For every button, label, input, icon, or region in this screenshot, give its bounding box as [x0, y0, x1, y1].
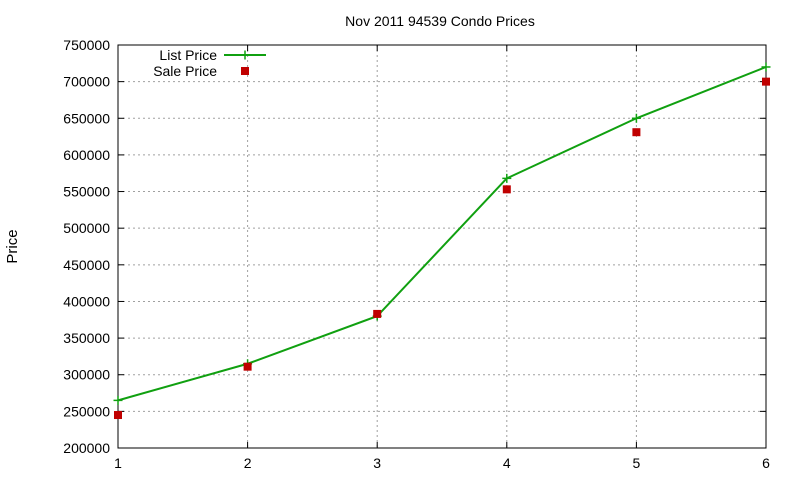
- data-point: [632, 128, 641, 137]
- legend-label: List Price: [159, 47, 217, 63]
- x-tick-label: 2: [244, 455, 252, 471]
- x-tick-label: 3: [373, 455, 381, 471]
- data-point: [243, 362, 252, 371]
- grid: [118, 45, 766, 448]
- data-point: [761, 62, 771, 72]
- y-tick-label: 250000: [63, 403, 110, 419]
- series-layer: [113, 62, 771, 420]
- y-tick-label: 500000: [63, 220, 110, 236]
- x-axis-labels: 1 2 3 4 5 6: [114, 455, 770, 471]
- series-line: [117, 66, 767, 402]
- legend-marker: [241, 67, 249, 75]
- y-tick-label: 450000: [63, 257, 110, 273]
- series-0: [113, 62, 771, 405]
- y-tick-label: 200000: [63, 440, 110, 456]
- y-tick-label: 600000: [63, 147, 110, 163]
- series-1: [114, 77, 770, 420]
- legend-label: Sale Price: [153, 63, 217, 79]
- y-axis-labels: 200000 250000 300000 350000 400000 450000 5000…: [63, 37, 110, 456]
- y-tick-label: 300000: [63, 367, 110, 383]
- y-tick-label: 400000: [63, 293, 110, 309]
- y-tick-label: 650000: [63, 110, 110, 126]
- plot-frame: [117, 44, 767, 449]
- data-point: [502, 185, 511, 194]
- data-point: [113, 395, 123, 405]
- y-axis-label: Price: [4, 229, 21, 263]
- data-point: [373, 309, 382, 318]
- y-tick-label: 350000: [63, 330, 110, 346]
- y-tick-label: 750000: [63, 37, 110, 53]
- x-tick-label: 1: [114, 455, 122, 471]
- data-point: [631, 113, 641, 123]
- chart-title: Nov 2011 94539 Condo Prices: [345, 13, 535, 29]
- legend-marker: [240, 50, 250, 60]
- data-point: [762, 77, 770, 86]
- y-tick-label: 700000: [63, 74, 110, 90]
- data-point: [502, 173, 512, 183]
- x-tick-label: 5: [633, 455, 641, 471]
- axis-ticks: [117, 44, 767, 449]
- x-tick-label: 6: [762, 455, 770, 471]
- data-point: [114, 411, 122, 420]
- y-tick-label: 550000: [63, 184, 110, 200]
- x-tick-label: 4: [503, 455, 511, 471]
